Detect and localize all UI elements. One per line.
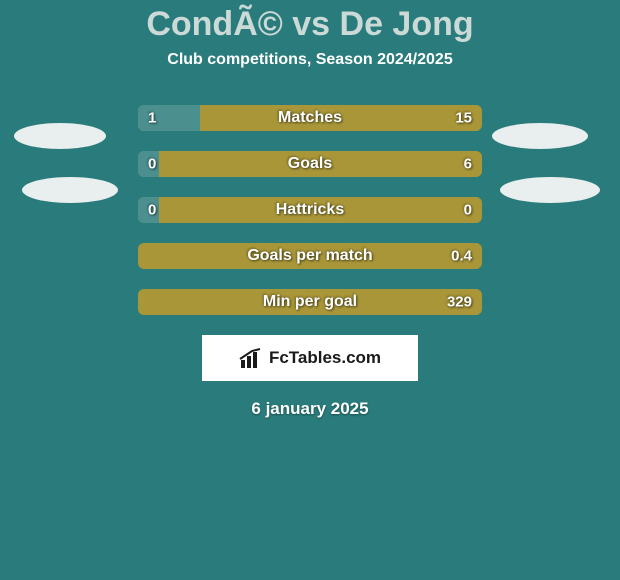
- logo-box: FcTables.com: [202, 335, 418, 381]
- bar-label: Min per goal: [138, 293, 482, 311]
- bar-fill: [138, 197, 159, 223]
- bar-background: Matches115: [138, 105, 482, 131]
- comparison-infographic: CondÃ© vs De Jong Club competitions, Sea…: [0, 0, 620, 580]
- barchart-icon: [239, 348, 263, 368]
- bar-value-right: 329: [447, 294, 472, 311]
- logo: FcTables.com: [239, 348, 381, 368]
- bar-fill: [138, 151, 159, 177]
- bar-background: Hattricks00: [138, 197, 482, 223]
- avatar-placeholder: [492, 123, 588, 149]
- stat-bar-row: Hattricks00: [138, 197, 482, 223]
- stat-bar-row: Matches115: [138, 105, 482, 131]
- bar-fill: [138, 105, 200, 131]
- bar-label: Hattricks: [138, 201, 482, 219]
- date-label: 6 january 2025: [0, 399, 620, 419]
- bar-value-right: 6: [464, 156, 472, 173]
- bar-background: Min per goal329: [138, 289, 482, 315]
- stat-bar-row: Goals06: [138, 151, 482, 177]
- page-title: CondÃ© vs De Jong: [0, 0, 620, 43]
- bar-label: Goals per match: [138, 247, 482, 265]
- subtitle: Club competitions, Season 2024/2025: [0, 51, 620, 69]
- avatar-placeholder: [500, 177, 600, 203]
- bar-value-right: 15: [455, 110, 472, 127]
- bar-value-right: 0: [464, 202, 472, 219]
- logo-text: FcTables.com: [269, 348, 381, 368]
- avatar-placeholder: [22, 177, 118, 203]
- bar-background: Goals per match0.4: [138, 243, 482, 269]
- bar-background: Goals06: [138, 151, 482, 177]
- avatar-placeholder: [14, 123, 106, 149]
- stat-bar-row: Min per goal329: [138, 289, 482, 315]
- stat-bar-row: Goals per match0.4: [138, 243, 482, 269]
- bar-label: Goals: [138, 155, 482, 173]
- bar-value-right: 0.4: [451, 248, 472, 265]
